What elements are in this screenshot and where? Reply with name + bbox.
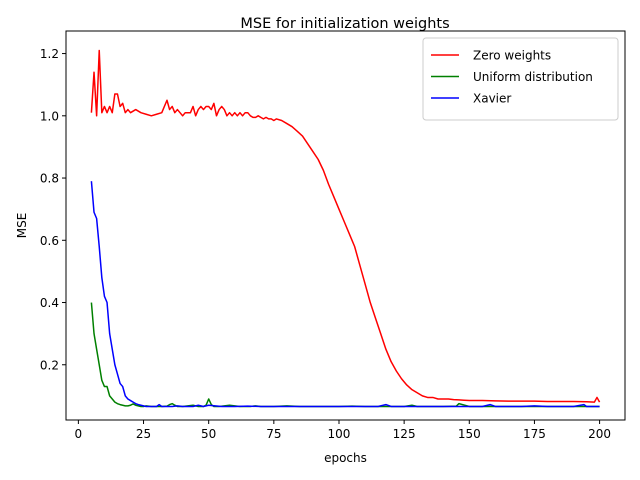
x-tick-label: 75 xyxy=(266,427,281,441)
plot-lines xyxy=(90,49,601,408)
x-tick-label: 0 xyxy=(75,427,83,441)
y-tick-label: 0.8 xyxy=(40,172,59,186)
series-line-1 xyxy=(90,49,601,403)
x-tick-label: 175 xyxy=(523,427,546,441)
legend-box xyxy=(422,37,619,121)
x-tick-label: 25 xyxy=(136,427,151,441)
y-tick-label: 1.0 xyxy=(40,109,59,123)
chart-title: MSE for initialization weights xyxy=(240,16,449,32)
series-line-3 xyxy=(90,181,600,408)
y-axis: 0.2 0.4 0.6 0.8 1.0 1.2 xyxy=(40,47,66,372)
series-line-2 xyxy=(90,302,600,408)
x-tick-label: 200 xyxy=(588,427,611,441)
y-tick-label: 0.2 xyxy=(40,358,59,372)
x-axis-title: epochs xyxy=(324,451,367,465)
y-tick-label: 0.6 xyxy=(40,234,59,248)
x-tick-label: 150 xyxy=(458,427,481,441)
plot-frame xyxy=(65,30,626,421)
x-tick-label: 50 xyxy=(201,427,216,441)
y-axis-title: MSE xyxy=(15,213,29,239)
legend-label: Xavier xyxy=(473,92,511,106)
legend: Zero weights Uniform distribution Xavier xyxy=(422,37,619,121)
y-tick-label: 1.2 xyxy=(40,47,59,61)
x-tick-label: 100 xyxy=(328,427,351,441)
y-tick-label: 0.4 xyxy=(40,296,59,310)
legend-label: Zero weights xyxy=(473,49,551,63)
x-axis: 0 25 50 75 100 125 150 175 200 xyxy=(75,420,611,441)
legend-label: Uniform distribution xyxy=(473,70,593,84)
x-tick-label: 125 xyxy=(393,427,416,441)
